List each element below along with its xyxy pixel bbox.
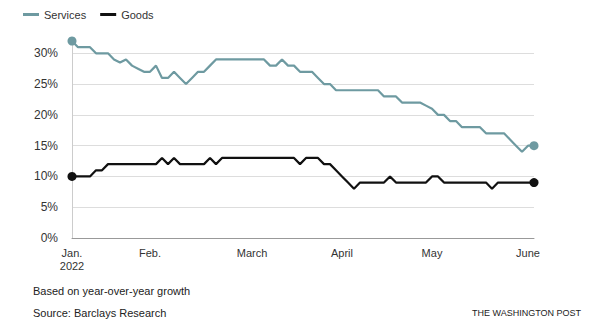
svg-text:Source: Barclays Research: Source: Barclays Research <box>33 307 166 319</box>
svg-text:10%: 10% <box>34 169 58 183</box>
svg-text:May: May <box>422 247 443 259</box>
svg-text:Based on year-over-year growth: Based on year-over-year growth <box>33 285 190 297</box>
svg-text:25%: 25% <box>34 77 58 91</box>
svg-text:Goods: Goods <box>121 9 154 21</box>
svg-text:Services: Services <box>44 9 87 21</box>
svg-text:Jan.: Jan. <box>62 247 83 259</box>
svg-text:June: June <box>516 247 540 259</box>
svg-text:April: April <box>331 247 353 259</box>
svg-text:THE WASHINGTON POST: THE WASHINGTON POST <box>472 308 582 318</box>
svg-text:Feb.: Feb. <box>139 247 161 259</box>
svg-text:15%: 15% <box>34 139 58 153</box>
svg-text:30%: 30% <box>34 46 58 60</box>
svg-text:5%: 5% <box>41 200 59 214</box>
svg-text:20%: 20% <box>34 108 58 122</box>
svg-text:2022: 2022 <box>60 260 84 272</box>
svg-text:March: March <box>237 247 268 259</box>
svg-text:0%: 0% <box>41 231 59 245</box>
